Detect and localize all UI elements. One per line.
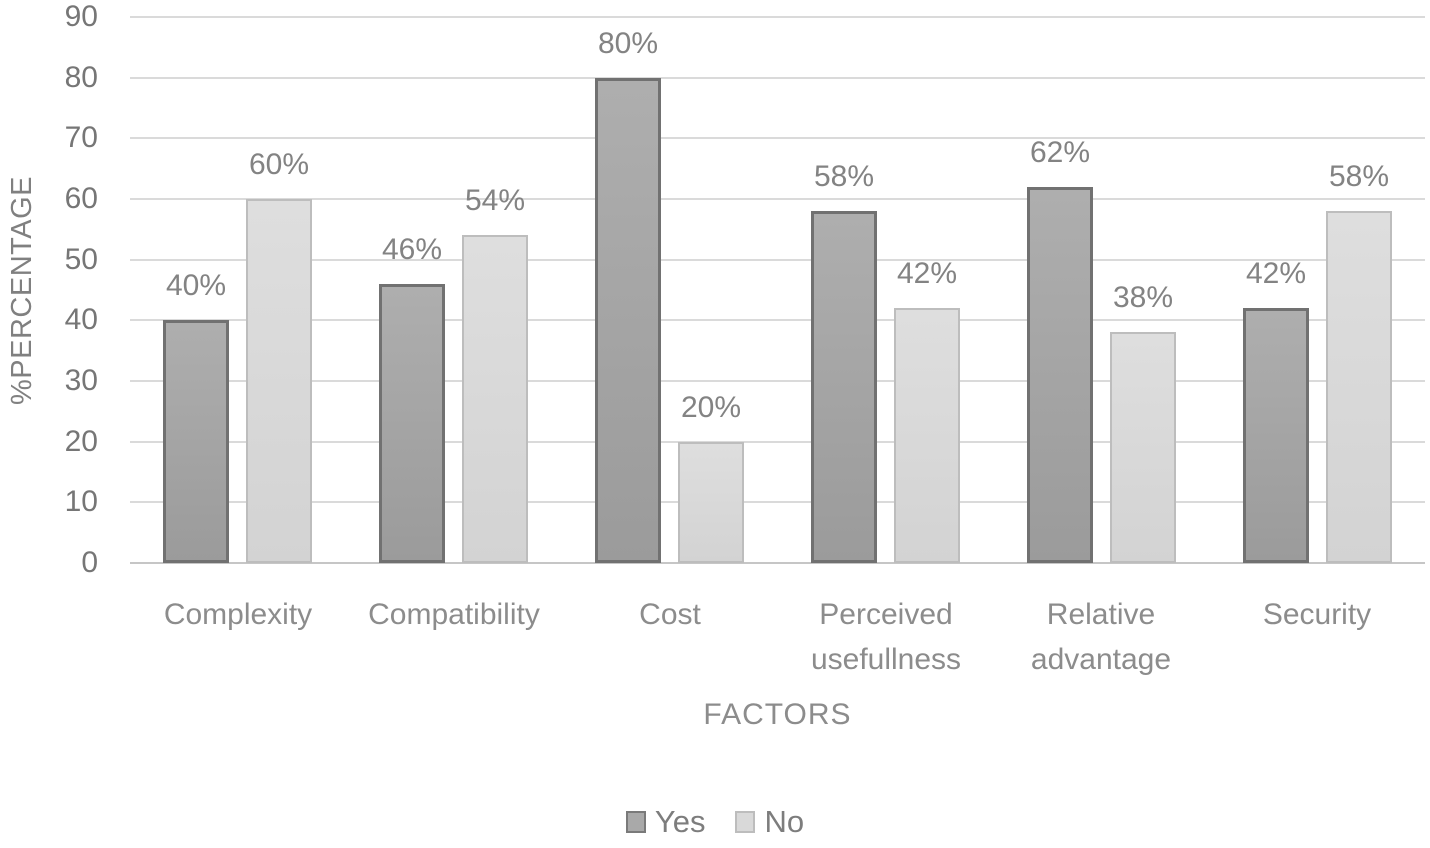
data-label: 20% [680, 391, 742, 424]
data-label: 62% [1029, 136, 1091, 169]
y-tick-label: 20 [64, 424, 98, 458]
y-tick-label: 10 [64, 485, 98, 519]
gridline [130, 198, 1425, 200]
category-label-line: Relative [1046, 598, 1156, 631]
data-label: 58% [1328, 160, 1390, 193]
data-label: 46% [381, 233, 443, 266]
category-label-line: Complexity [163, 598, 313, 631]
category-label-line: Cost [639, 598, 701, 631]
category-label-line: Security [1262, 598, 1372, 631]
category-label: Cost [562, 592, 778, 637]
category-label: Perceived usefullness [778, 592, 994, 682]
gridline [130, 137, 1425, 140]
category-label: Compatibility [346, 592, 562, 637]
category-label: Security [1209, 592, 1425, 637]
bar-yes-relative [1027, 187, 1093, 563]
bar-yes-cost [595, 78, 661, 563]
bar-yes-perceived [811, 211, 877, 563]
gridline [130, 380, 1425, 382]
y-tick-label: 0 [81, 546, 98, 579]
legend-item-no: No [735, 804, 804, 840]
y-tick-label: 40 [64, 303, 98, 337]
bar-no-compatibility [462, 235, 528, 563]
bar-no-complexity [246, 199, 312, 563]
bar-no-cost [678, 442, 744, 563]
y-tick-label: 80 [64, 60, 98, 94]
y-tick-label: 60 [64, 182, 98, 215]
bar-no-perceived [894, 308, 960, 563]
data-label: 42% [896, 257, 958, 290]
data-label: 38% [1112, 281, 1174, 314]
bar-yes-security [1243, 308, 1309, 563]
category-label: Relative advantage [993, 592, 1209, 682]
category-label-line: Perceived [819, 598, 953, 631]
category-label-line: advantage [1030, 643, 1172, 676]
data-label: 60% [248, 148, 310, 181]
gridline [130, 319, 1425, 322]
data-label: 80% [597, 27, 659, 60]
y-axis-title-wrap: %PERCENTAGE [4, 17, 40, 563]
gridline [130, 16, 1425, 18]
data-label: 40% [165, 269, 227, 302]
bar-yes-compatibility [379, 284, 445, 563]
y-tick-label: 30 [64, 364, 98, 397]
bar-yes-complexity [163, 320, 229, 563]
legend-swatch-icon [735, 811, 756, 833]
y-tick-label: 90 [64, 0, 98, 33]
category-label: Complexity [130, 592, 346, 637]
x-axis-title: FACTORS [703, 698, 852, 731]
chart-legend: Yes No [0, 804, 1430, 840]
bar-no-relative [1110, 332, 1176, 563]
bar-no-security [1326, 211, 1392, 563]
x-axis-line [130, 562, 1425, 564]
category-label-line: usefullness [810, 643, 962, 676]
legend-label: No [764, 804, 805, 839]
data-label: 58% [813, 160, 875, 193]
gridline [130, 501, 1425, 504]
legend-swatch-icon [625, 811, 646, 833]
gridline [130, 440, 1425, 443]
category-label-line: Compatibility [368, 598, 540, 631]
legend-item-yes: Yes [625, 804, 706, 840]
data-label: 54% [464, 184, 526, 217]
gridline [130, 76, 1425, 79]
gridline [130, 258, 1425, 261]
y-tick-label: 70 [64, 121, 98, 155]
legend-label: Yes [654, 804, 706, 839]
y-tick-label: 50 [64, 242, 98, 276]
data-label: 42% [1245, 257, 1307, 290]
